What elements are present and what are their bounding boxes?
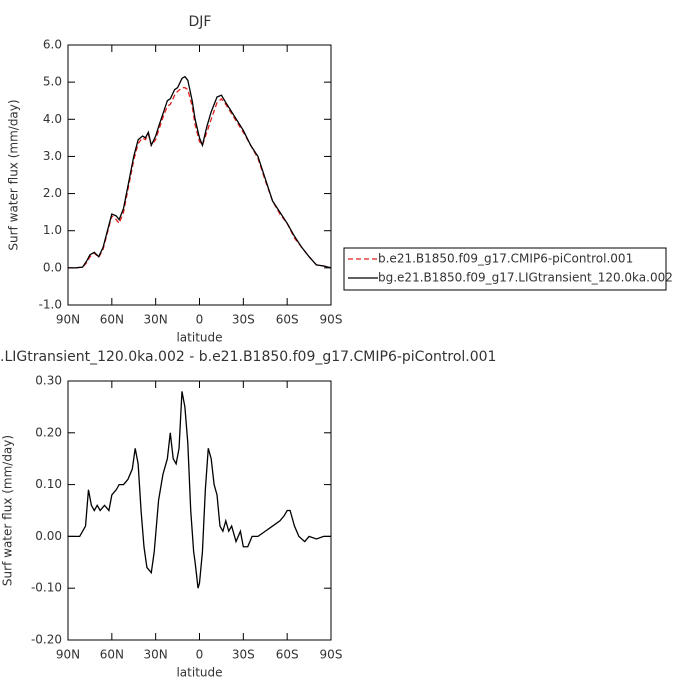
y-tick-label: 0.30: [35, 374, 62, 388]
y-tick-label: 0.0: [43, 260, 62, 274]
y-tick-label: -0.10: [31, 581, 62, 595]
x-tick-label: 90N: [56, 648, 80, 662]
x-tick-label: 90S: [320, 313, 343, 327]
plot-frame: [67, 44, 332, 306]
x-tick-label: 60S: [276, 648, 299, 662]
plot-frame: [67, 380, 332, 641]
y-tick-label: 4.0: [43, 112, 62, 126]
x-tick-label: 30S: [232, 313, 255, 327]
legend-label: b.e21.B1850.f09_g17.CMIP6-piControl.001: [378, 252, 633, 266]
x-tick-label: 90S: [320, 648, 343, 662]
x-tick-label: 60S: [276, 313, 299, 327]
y-tick-label: 0.10: [35, 477, 62, 491]
x-tick-label: 30S: [232, 648, 255, 662]
y-tick-label: 2.0: [43, 186, 62, 200]
x-tick-label: 90N: [56, 313, 80, 327]
y-tick-label: -0.20: [31, 633, 62, 647]
x-axis-label: latitude: [176, 331, 222, 345]
x-axis-label: latitude: [176, 666, 222, 680]
y-tick-label: 0.00: [35, 529, 62, 543]
y-tick-label: 0.20: [35, 425, 62, 439]
data-line: [68, 75, 332, 269]
x-tick-label: 60N: [100, 313, 124, 327]
x-tick-label: 30N: [144, 648, 168, 662]
x-tick-label: 30N: [144, 313, 168, 327]
data-line: [68, 391, 331, 589]
y-axis-label: Surf water flux (mm/day): [1, 435, 15, 586]
chart-title: .LIGtransient_120.0ka.002 - b.e21.B1850.…: [0, 349, 496, 365]
legend-label: bg.e21.B1850.f09_g17.LIGtransient_120.0k…: [378, 271, 673, 285]
legend-box: [343, 247, 667, 291]
y-tick-label: 1.0: [43, 223, 62, 237]
y-tick-label: 3.0: [43, 149, 62, 163]
y-tick-label: 6.0: [43, 38, 62, 52]
y-axis-label: Surf water flux (mm/day): [7, 99, 21, 250]
x-tick-label: 0: [196, 648, 204, 662]
x-tick-label: 60N: [100, 648, 124, 662]
data-line: [68, 87, 332, 269]
y-tick-label: -1.0: [39, 298, 62, 312]
y-tick-label: 5.0: [43, 75, 62, 89]
chart-title: DJF: [189, 14, 212, 30]
x-tick-label: 0: [196, 313, 204, 327]
